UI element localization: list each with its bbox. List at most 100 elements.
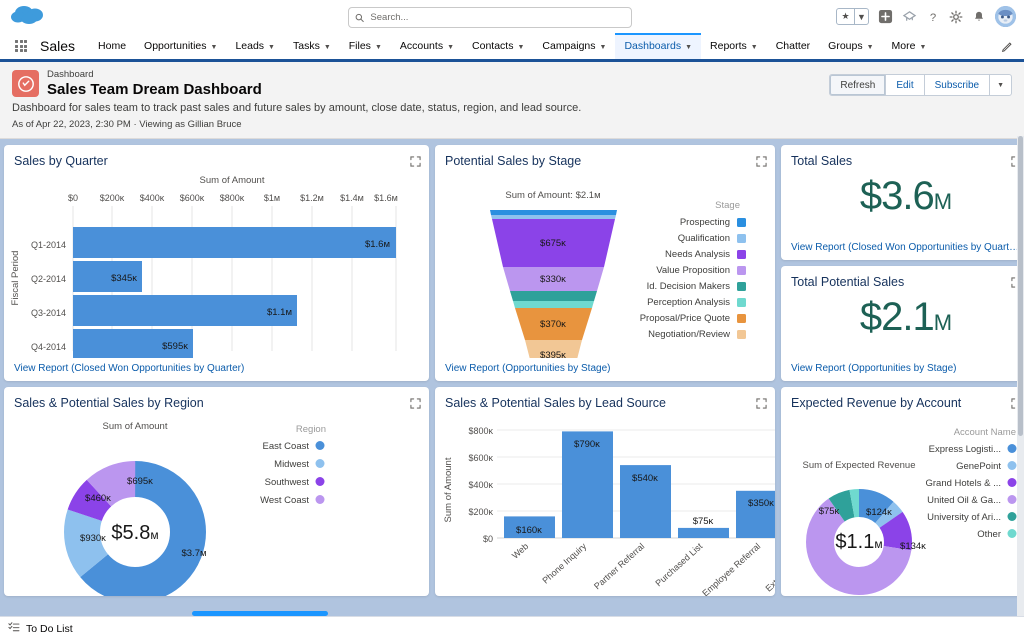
view-report-link[interactable]: View Report (Closed Won Opportunities by… [791,242,1022,253]
nav-item-leads[interactable]: Leads ▼ [226,33,284,59]
more-actions-caret-icon[interactable]: ▼ [989,74,1012,96]
legend-swatch[interactable] [1007,478,1017,487]
legend-swatch[interactable] [1007,512,1017,521]
legend-swatch[interactable] [315,441,325,450]
chart-potential-sales-by-stage[interactable]: Sum of Amount: $2.1ᴍ $675ᴋ $330ᴋ $370ᴋ $… [435,168,775,363]
chart-sales-by-region[interactable]: Sum of Amount $5.8ᴍ $3.7ᴍ $930ᴋ $460ᴋ $6… [4,410,429,596]
nav-item-dashboards[interactable]: Dashboards ▼ [615,33,702,59]
chevron-down-icon[interactable]: ▼ [210,43,218,51]
donut-slice-other[interactable] [806,489,912,595]
legend-swatch[interactable] [737,218,746,227]
search-input[interactable] [370,12,625,23]
bar[interactable] [73,295,297,326]
bar[interactable] [620,465,671,538]
chevron-down-icon[interactable]: ▼ [685,43,693,51]
chevron-down-icon[interactable]: ▼ [750,43,758,51]
funnel-segment[interactable] [525,340,582,358]
nav-item-tasks[interactable]: Tasks ▼ [284,33,340,59]
chevron-down-icon[interactable]: ▼ [268,43,275,51]
chevron-down-icon[interactable]: ▼ [866,43,874,51]
favorites-star-icon[interactable]: ★ [837,9,855,24]
funnel-segment[interactable] [513,301,594,308]
nav-item-files[interactable]: Files ▼ [340,33,391,59]
legend-swatch[interactable] [737,298,746,307]
subscribe-button[interactable]: Subscribe [923,74,991,96]
chevron-down-icon[interactable]: ▼ [919,43,927,51]
legend-swatch[interactable] [737,314,746,323]
legend-swatch[interactable] [315,459,325,468]
setup-gear-icon[interactable] [949,10,963,24]
bar[interactable] [504,516,555,538]
help-icon[interactable]: ? [926,10,940,24]
legend-swatch[interactable] [1007,444,1017,453]
nav-item-chatter[interactable]: Chatter [767,33,819,59]
bar[interactable] [73,227,396,258]
refresh-button[interactable]: Refresh [829,74,887,96]
chart-sales-by-lead-source[interactable]: Sum of Amount $800ᴋ $600ᴋ $400ᴋ $200ᴋ $0… [435,410,775,596]
view-report-link[interactable]: View Report (Opportunities by Stage) [445,363,611,374]
donut-slice-midwest[interactable] [64,461,206,596]
funnel-segment[interactable] [492,219,615,267]
expand-icon[interactable] [410,396,421,409]
nav-item-more[interactable]: More ▼ [883,33,936,59]
edit-button[interactable]: Edit [885,74,925,96]
legend-swatch[interactable] [1007,495,1017,504]
learning-icon[interactable] [902,9,917,24]
funnel-segment[interactable] [515,308,592,340]
legend-swatch[interactable] [737,266,746,275]
horizontal-scrollbar-thumb[interactable] [192,611,328,616]
legend-swatch[interactable] [737,250,746,259]
funnel-segment[interactable] [510,291,597,301]
add-icon[interactable] [878,9,893,24]
global-search[interactable] [348,7,632,28]
notifications-bell-icon[interactable] [972,10,986,24]
legend-swatch[interactable] [315,477,325,486]
funnel-segment[interactable] [491,215,616,219]
donut-slice-west-coast[interactable] [64,461,206,596]
view-report-link[interactable]: View Report (Opportunities by Stage) [791,363,957,374]
bar[interactable] [736,490,775,538]
donut-value-label: $460ᴋ [85,493,111,504]
edit-pencil-icon[interactable] [1001,33,1014,59]
legend-swatch[interactable] [1007,461,1017,470]
chevron-down-icon[interactable]: ▼ [374,43,382,51]
nav-item-reports[interactable]: Reports ▼ [701,33,767,59]
nav-item-campaigns[interactable]: Campaigns ▼ [533,33,615,59]
legend-swatch[interactable] [737,282,746,291]
expand-icon[interactable] [756,396,767,409]
funnel-segment[interactable] [490,210,617,215]
expand-icon[interactable] [756,154,767,167]
nav-item-groups[interactable]: Groups ▼ [819,33,882,59]
expand-icon[interactable] [410,154,421,167]
bar[interactable] [73,261,142,292]
nav-item-home[interactable]: Home [89,33,135,59]
funnel-segment[interactable] [503,267,604,291]
legend-swatch[interactable] [315,495,325,504]
chevron-down-icon[interactable]: ▼ [447,43,455,51]
chevron-down-icon[interactable]: ▼ [599,43,607,51]
legend-swatch[interactable] [1007,529,1017,538]
donut-slice-united-oil-gas[interactable] [806,489,912,595]
chart-sales-by-quarter[interactable]: Sum of Amount $0 $200ᴋ $400ᴋ $600ᴋ $800ᴋ… [4,168,429,363]
nav-item-accounts[interactable]: Accounts ▼ [391,33,463,59]
bar[interactable] [562,431,613,538]
todo-list-label[interactable]: To Do List [26,622,73,635]
favorites-caret-icon[interactable]: ▼ [857,11,866,22]
chevron-down-icon[interactable]: ▼ [517,43,525,51]
salesforce-cloud-logo[interactable] [8,1,54,31]
bar[interactable] [73,329,193,358]
current-app-name[interactable]: Sales [40,38,76,54]
donut-slice-grand-hotels[interactable] [806,489,912,595]
bar[interactable] [678,527,729,538]
vertical-scrollbar[interactable] [1017,136,1024,616]
legend-swatch[interactable] [737,330,746,339]
view-report-link[interactable]: View Report (Closed Won Opportunities by… [14,363,245,374]
user-avatar[interactable] [995,6,1016,27]
chart-expected-revenue-by-account[interactable]: Account Name Express Logisti... GenePoin… [781,410,1024,596]
favorites-button-group[interactable]: ★ ▼ [836,8,869,25]
legend-swatch[interactable] [737,234,746,243]
nav-item-opportunities[interactable]: Opportunities ▼ [135,33,226,59]
app-launcher-waffle-icon[interactable] [10,33,32,59]
nav-item-contacts[interactable]: Contacts ▼ [463,33,533,59]
chevron-down-icon[interactable]: ▼ [323,43,331,51]
